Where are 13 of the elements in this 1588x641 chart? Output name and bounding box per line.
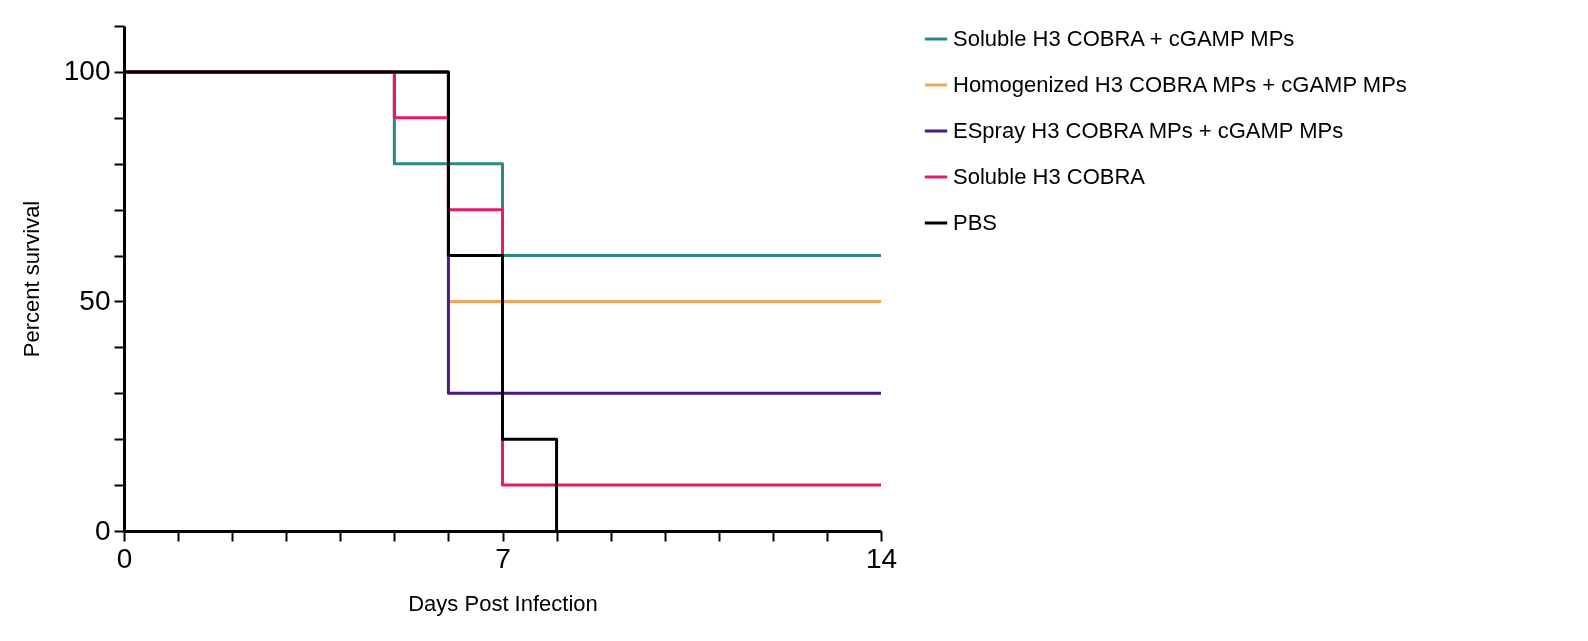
legend-label: PBS	[953, 210, 998, 235]
legend-label: Homogenized H3 COBRA MPs + cGAMP MPs	[953, 72, 1407, 97]
y-tick-label: 100	[63, 55, 111, 87]
y-axis-title: Percent survival	[18, 200, 44, 358]
legend-label: Soluble H3 COBRA + cGAMP MPs	[953, 26, 1295, 51]
x-axis-title: Days Post Infection	[408, 590, 598, 616]
x-tick-label: 7	[495, 542, 511, 574]
x-tick-label: 0	[116, 542, 133, 574]
x-tick-label: 14	[865, 542, 898, 574]
legend-label: ESpray H3 COBRA MPs + cGAMP MPs	[953, 118, 1344, 143]
y-tick-label: 50	[79, 284, 111, 316]
legend-label: Soluble H3 COBRA	[953, 164, 1146, 189]
y-tick-label: 0	[94, 514, 111, 546]
